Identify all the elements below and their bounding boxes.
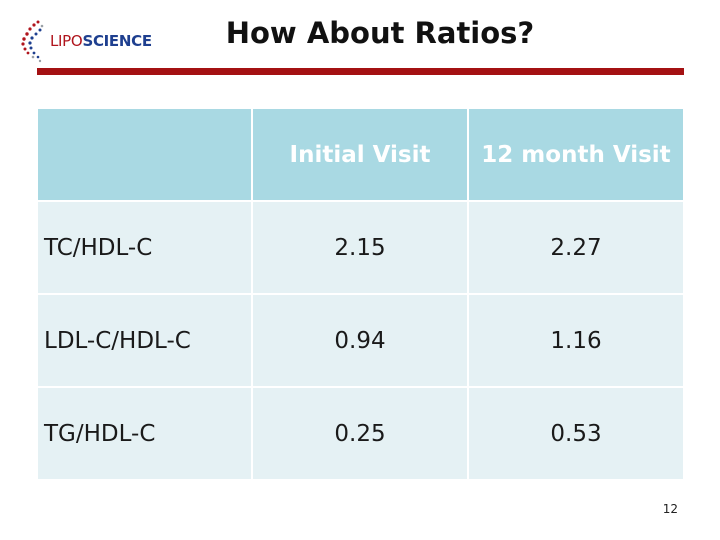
row-label: LDL-C/HDL-C: [36, 293, 253, 388]
row-label: TG/HDL-C: [36, 386, 253, 481]
cell-12-month-visit: 2.27: [467, 200, 685, 295]
logo-text-science: SCIENCE: [82, 32, 152, 50]
table-header-row: Initial Visit 12 month Visit: [36, 107, 685, 202]
cell-12-month-visit: 0.53: [467, 386, 685, 481]
ratios-table: Initial Visit 12 month Visit TC/HDL-C 2.…: [36, 107, 685, 481]
table-row: LDL-C/HDL-C 0.94 1.16: [36, 293, 685, 388]
title-divider: [37, 68, 684, 75]
logo-wordmark: LIPOSCIENCE: [50, 32, 152, 50]
table-row: TG/HDL-C 0.25 0.53: [36, 386, 685, 481]
column-header-initial-visit: Initial Visit: [251, 107, 469, 202]
cell-initial-visit: 0.25: [251, 386, 469, 481]
logo-text-lipo: LIPO: [50, 32, 83, 50]
column-header-label: [36, 107, 253, 202]
dna-helix-icon: [21, 20, 44, 63]
table-row: TC/HDL-C 2.15 2.27: [36, 200, 685, 295]
slide-title: How About Ratios?: [225, 16, 535, 50]
cell-12-month-visit: 1.16: [467, 293, 685, 388]
row-label: TC/HDL-C: [36, 200, 253, 295]
liposcience-logo: LIPOSCIENCE: [16, 16, 186, 66]
cell-initial-visit: 0.94: [251, 293, 469, 388]
page-number: 12: [662, 502, 678, 516]
column-header-12-month-visit: 12 month Visit: [467, 107, 685, 202]
cell-initial-visit: 2.15: [251, 200, 469, 295]
